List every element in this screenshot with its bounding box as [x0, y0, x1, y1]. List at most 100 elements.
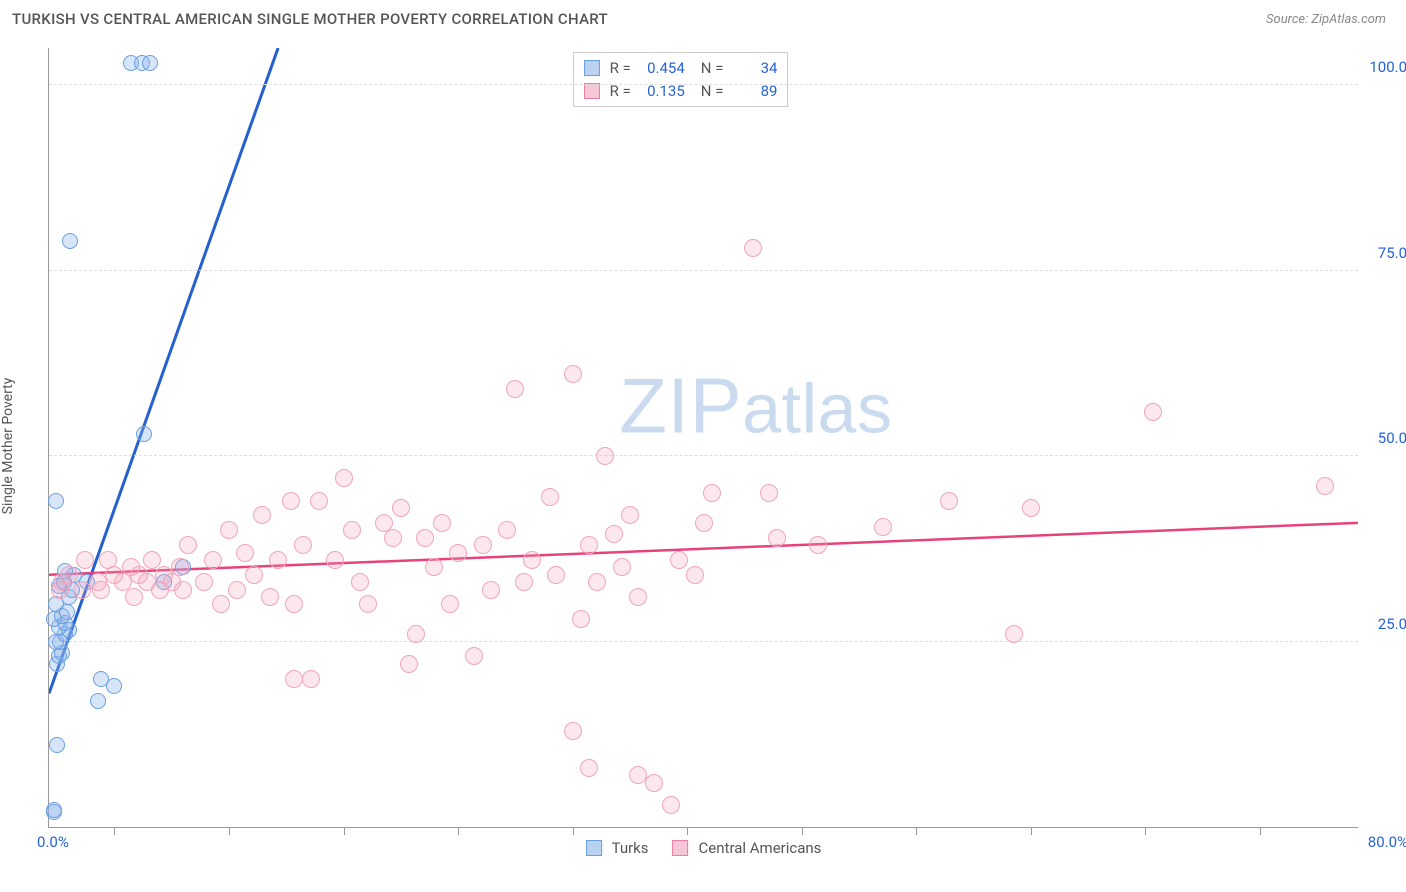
data-point	[212, 595, 230, 613]
data-point	[310, 492, 328, 510]
data-point	[596, 447, 614, 465]
watermark: ZIPatlas	[619, 361, 892, 452]
data-point	[1144, 403, 1162, 421]
xtick	[114, 827, 115, 835]
data-point	[253, 506, 271, 524]
data-point	[482, 581, 500, 599]
data-point	[228, 581, 246, 599]
data-point	[645, 774, 663, 792]
data-point	[433, 514, 451, 532]
data-point	[384, 529, 402, 547]
gridline	[49, 270, 1358, 271]
data-point	[760, 484, 778, 502]
data-point	[269, 551, 287, 569]
data-point	[498, 521, 516, 539]
xtick	[1145, 827, 1146, 835]
data-point	[400, 655, 418, 673]
data-point	[171, 558, 189, 576]
data-point	[474, 536, 492, 554]
data-point	[90, 693, 106, 709]
data-point	[416, 529, 434, 547]
data-point	[629, 588, 647, 606]
ytick-label: 50.0%	[1363, 429, 1406, 447]
ytick-label: 75.0%	[1363, 244, 1406, 262]
data-point	[809, 536, 827, 554]
data-point	[580, 759, 598, 777]
data-point	[142, 55, 158, 71]
data-point	[73, 581, 91, 599]
data-point	[236, 544, 254, 562]
data-point	[326, 551, 344, 569]
data-point	[343, 521, 361, 539]
data-point	[695, 514, 713, 532]
swatch-icon	[584, 83, 600, 99]
legend-stats-row-1: R = 0.135 N = 89	[584, 80, 778, 103]
data-point	[195, 573, 213, 591]
x-origin-label: 0.0%	[37, 833, 69, 851]
data-point	[605, 525, 623, 543]
data-point	[703, 484, 721, 502]
legend-item-1: Central Americans	[673, 839, 822, 857]
data-point	[285, 670, 303, 688]
data-point	[125, 588, 143, 606]
data-point	[441, 595, 459, 613]
data-point	[629, 766, 647, 784]
data-point	[261, 588, 279, 606]
legend-stats-row-0: R = 0.454 N = 34	[584, 57, 778, 80]
gridline	[49, 455, 1358, 456]
swatch-icon	[584, 60, 600, 76]
data-point	[523, 551, 541, 569]
data-point	[744, 239, 762, 257]
data-point	[179, 536, 197, 554]
xtick	[1260, 827, 1261, 835]
data-point	[220, 521, 238, 539]
data-point	[686, 566, 704, 584]
data-point	[1316, 477, 1334, 495]
data-point	[588, 573, 606, 591]
data-point	[613, 558, 631, 576]
gridline	[49, 84, 1358, 85]
xtick	[573, 827, 574, 835]
data-point	[335, 469, 353, 487]
data-point	[874, 518, 892, 536]
data-point	[245, 566, 263, 584]
data-point	[670, 551, 688, 569]
data-point	[425, 558, 443, 576]
data-point	[564, 365, 582, 383]
data-point	[465, 647, 483, 665]
data-point	[285, 595, 303, 613]
data-point	[407, 625, 425, 643]
data-point	[572, 610, 590, 628]
data-point	[294, 536, 312, 554]
chart-source: Source: ZipAtlas.com	[1266, 12, 1386, 27]
data-point	[106, 678, 122, 694]
data-point	[621, 506, 639, 524]
data-point	[49, 737, 65, 753]
ytick-label: 100.0%	[1363, 58, 1406, 76]
legend-stats-box: R = 0.454 N = 34 R = 0.135 N = 89	[573, 52, 789, 107]
data-point	[541, 488, 559, 506]
data-point	[60, 566, 78, 584]
chart-title: TURKISH VS CENTRAL AMERICAN SINGLE MOTHE…	[12, 10, 608, 28]
data-point	[768, 529, 786, 547]
data-point	[515, 573, 533, 591]
xtick	[344, 827, 345, 835]
data-point	[392, 499, 410, 517]
swatch-icon	[586, 840, 602, 856]
data-point	[662, 796, 680, 814]
data-point	[76, 551, 94, 569]
data-point	[351, 573, 369, 591]
data-point	[204, 551, 222, 569]
data-point	[1005, 625, 1023, 643]
data-point	[62, 233, 78, 249]
data-point	[46, 802, 62, 818]
data-point	[136, 426, 152, 442]
plot-area: R = 0.454 N = 34 R = 0.135 N = 89 ZIPatl…	[48, 48, 1358, 828]
data-point	[547, 566, 565, 584]
data-point	[564, 722, 582, 740]
xtick	[458, 827, 459, 835]
data-point	[449, 544, 467, 562]
data-point	[48, 493, 64, 509]
trend-lines	[49, 48, 1358, 827]
data-point	[359, 595, 377, 613]
